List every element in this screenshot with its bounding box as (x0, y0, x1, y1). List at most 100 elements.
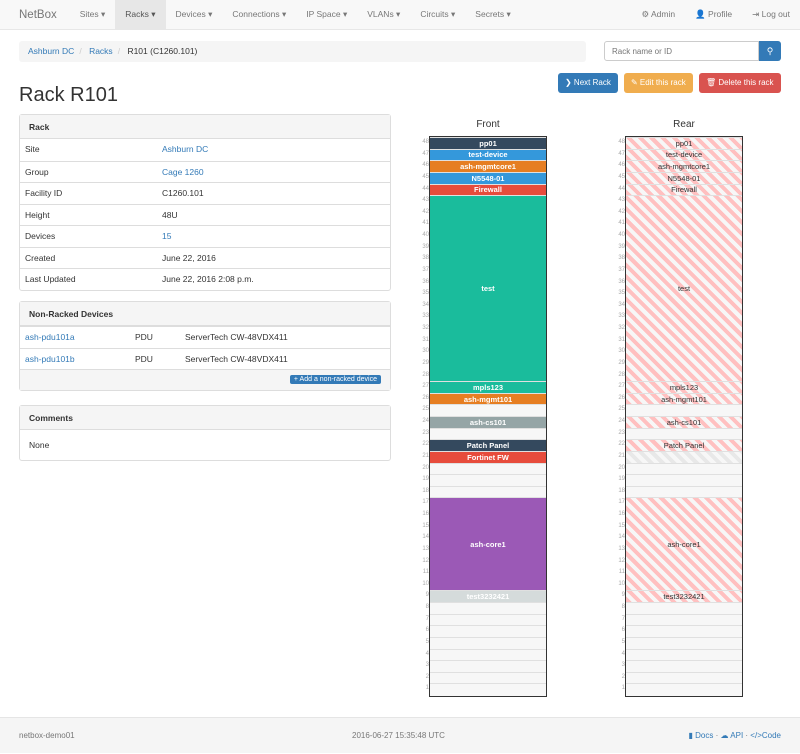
code-link[interactable]: </>Code (750, 731, 781, 740)
empty-unit[interactable] (626, 625, 742, 637)
footer-hostname: netbox-demo01 (19, 731, 75, 740)
empty-unit[interactable] (626, 485, 742, 498)
device-type: ServerTech CW-48VDX411 (185, 353, 288, 364)
empty-unit[interactable] (430, 404, 546, 416)
empty-unit[interactable] (430, 462, 546, 475)
unit-number: 31 (422, 336, 429, 343)
breadcrumb-site[interactable]: Ashburn DC (28, 46, 75, 56)
device-front[interactable]: ash-mgmtcore1 (430, 160, 546, 172)
unit-number: 45 (422, 173, 429, 180)
occupied-unit-rear[interactable] (626, 450, 742, 463)
nav-connections[interactable]: Connections ▾ (232, 9, 287, 19)
row-value-link[interactable]: Ashburn DC (162, 144, 209, 154)
unit-number: 48 (422, 139, 429, 145)
delete-rack-button[interactable]: 🗑 Delete this rack (699, 73, 781, 93)
next-rack-button[interactable]: ❯ Next Rack (558, 73, 618, 93)
device-rear[interactable]: ash-mgmtcore1 (626, 160, 742, 172)
device-rear[interactable]: mpls123 (626, 381, 742, 393)
empty-unit[interactable] (430, 474, 546, 486)
device-rear[interactable]: test3232421 (626, 590, 742, 602)
add-non-racked-device-button[interactable]: + Add a non-racked device (289, 375, 381, 384)
unit-number: 32 (422, 325, 429, 331)
empty-unit[interactable] (626, 462, 742, 475)
nav-logout[interactable]: ⇥ Log out (752, 9, 790, 19)
nav-profile[interactable]: 👤 Profile (695, 9, 733, 19)
edit-rack-button[interactable]: ✎ Edit this rack (624, 73, 693, 93)
empty-unit[interactable] (430, 625, 546, 637)
device-front[interactable]: N5548-01 (430, 171, 546, 184)
nav-sites[interactable]: Sites ▾ (79, 9, 106, 19)
search-button[interactable]: ⚲ (759, 41, 781, 61)
device-front[interactable]: Patch Panel (430, 439, 546, 451)
device-front[interactable]: Firewall (430, 183, 546, 196)
device-link[interactable]: ash-pdu101b (25, 353, 75, 364)
row-value-link[interactable]: 15 (162, 231, 172, 241)
row-value-link[interactable]: Cage 1260 (162, 166, 204, 177)
search-input[interactable] (604, 41, 759, 61)
unit-number: 38 (618, 255, 625, 262)
device-rear[interactable]: pp01 (626, 137, 742, 149)
device-rear[interactable]: ash-core1 (626, 497, 742, 591)
device-rear[interactable]: ash-cs101 (626, 416, 742, 428)
empty-unit[interactable] (626, 636, 742, 649)
empty-unit[interactable] (626, 613, 742, 626)
device-front[interactable]: Fortinet FW (430, 450, 546, 463)
empty-unit[interactable] (430, 485, 546, 498)
table-row: Devices 15 (20, 225, 390, 247)
breadcrumb-racks[interactable]: Racks (89, 46, 113, 56)
empty-unit[interactable] (626, 404, 742, 416)
empty-unit[interactable] (430, 602, 546, 614)
device-front[interactable]: pp01 (430, 137, 546, 149)
empty-unit[interactable] (430, 427, 546, 440)
nav-devices[interactable]: Devices ▾ (175, 9, 213, 19)
empty-unit[interactable] (430, 683, 546, 695)
unit-number: 46 (422, 162, 429, 169)
device-front[interactable]: test (430, 195, 546, 382)
empty-unit[interactable] (626, 683, 742, 695)
navbar: NetBox Sites ▾ Racks ▾ Devices ▾ Connect… (0, 0, 800, 30)
nav-vlans[interactable]: VLANs ▾ (367, 9, 401, 19)
device-front[interactable]: test3232421 (430, 590, 546, 602)
empty-unit[interactable] (430, 648, 546, 661)
docs-link[interactable]: ▮ Docs (688, 731, 714, 740)
nav-ip-space[interactable]: IP Space ▾ (306, 9, 348, 19)
device-front[interactable]: ash-cs101 (430, 416, 546, 428)
empty-unit[interactable] (626, 660, 742, 672)
device-rear[interactable]: test (626, 195, 742, 382)
nav-racks[interactable]: Racks ▾ (115, 0, 166, 29)
nav-circuits[interactable]: Circuits ▾ (420, 9, 456, 19)
unit-number: 48 (618, 139, 625, 145)
device-front[interactable]: ash-core1 (430, 497, 546, 591)
device-rear[interactable]: Firewall (626, 183, 742, 196)
device-front[interactable]: test-device (430, 148, 546, 161)
empty-unit[interactable] (626, 671, 742, 684)
unit-number: 44 (422, 185, 429, 192)
empty-unit[interactable] (430, 636, 546, 649)
empty-unit[interactable] (626, 602, 742, 614)
empty-unit[interactable] (430, 671, 546, 684)
device-rear[interactable]: test-device (626, 148, 742, 161)
front-label: Front (476, 119, 500, 130)
panel-heading: Rack (20, 115, 390, 139)
nav-secrets[interactable]: Secrets ▾ (475, 9, 511, 19)
brand-logo[interactable]: NetBox (19, 8, 57, 21)
device-rear[interactable]: N5548-01 (626, 171, 742, 184)
device-front[interactable]: ash-mgmt101 (430, 392, 546, 405)
empty-unit[interactable] (626, 474, 742, 486)
table-row: Site Ashburn DC (20, 139, 390, 161)
device-rear[interactable]: Patch Panel (626, 439, 742, 451)
device-rear[interactable]: ash-mgmt101 (626, 392, 742, 405)
empty-unit[interactable] (626, 427, 742, 440)
api-link[interactable]: ☁ API (720, 731, 744, 740)
table-row: Group Cage 1260 (20, 160, 390, 183)
row-label: Last Updated (25, 274, 76, 284)
empty-unit[interactable] (430, 613, 546, 626)
footer-timestamp: 2016-06-27 15:35:48 UTC (352, 731, 445, 740)
device-front[interactable]: mpls123 (430, 381, 546, 393)
unit-number: 18 (422, 487, 429, 494)
unit-number: 5 (621, 638, 625, 645)
nav-admin[interactable]: ⚙ Admin (641, 9, 676, 19)
device-link[interactable]: ash-pdu101a (25, 332, 75, 342)
empty-unit[interactable] (430, 660, 546, 672)
empty-unit[interactable] (626, 648, 742, 661)
